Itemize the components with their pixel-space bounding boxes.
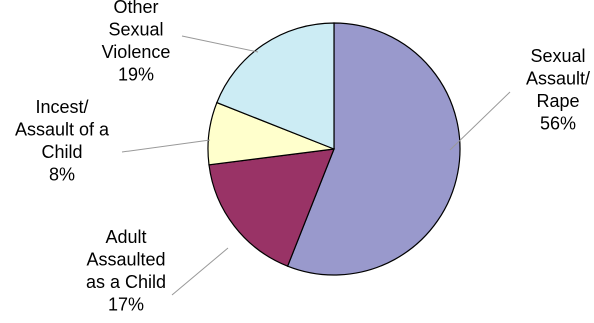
slice-percent-label: 56% bbox=[540, 114, 576, 134]
slice-category-label: Sexual bbox=[530, 46, 585, 66]
slice-category-label: as a Child bbox=[86, 272, 166, 292]
slice-label: Other Sexual Violence 19% bbox=[102, 0, 171, 85]
slice-percent-label: 8% bbox=[49, 165, 75, 185]
slice-category-label: Other bbox=[113, 0, 158, 17]
slice-category-label: Assault/ bbox=[526, 69, 590, 89]
slice-category-label: Incest/ bbox=[35, 97, 88, 117]
slice-category-label: Rape bbox=[536, 91, 579, 111]
leader-line bbox=[121, 139, 211, 153]
leader-line bbox=[171, 247, 229, 296]
slice-other-sexual-violence bbox=[216, 22, 335, 150]
slice-adult-assaulted-as-child bbox=[208, 148, 335, 267]
slice-category-label: Assault of a bbox=[15, 120, 110, 140]
slice-label: Adult Assaulted as a Child 17% bbox=[86, 227, 166, 315]
slice-label: Sexual Assault/Rape 56% bbox=[526, 46, 590, 134]
slice-category-label: Sexual bbox=[108, 20, 163, 40]
slice-label: Incest/Assault of a Child 8% bbox=[15, 97, 110, 185]
slice-category-label: Violence bbox=[102, 42, 171, 62]
leader-line bbox=[181, 35, 259, 53]
slice-category-label: Child bbox=[41, 142, 82, 162]
slice-sexual-assault-rape bbox=[286, 22, 461, 276]
slice-percent-label: 19% bbox=[118, 65, 154, 85]
leader-lines bbox=[121, 35, 511, 296]
slice-labels: Sexual Assault/Rape 56% Adult Assaulted as a … bbox=[15, 0, 590, 315]
pie-slices bbox=[207, 22, 461, 276]
slice-category-label: Assaulted bbox=[86, 250, 165, 270]
leader-line bbox=[449, 91, 511, 151]
slice-category-label: Adult bbox=[105, 227, 146, 247]
slice-percent-label: 17% bbox=[108, 295, 144, 315]
